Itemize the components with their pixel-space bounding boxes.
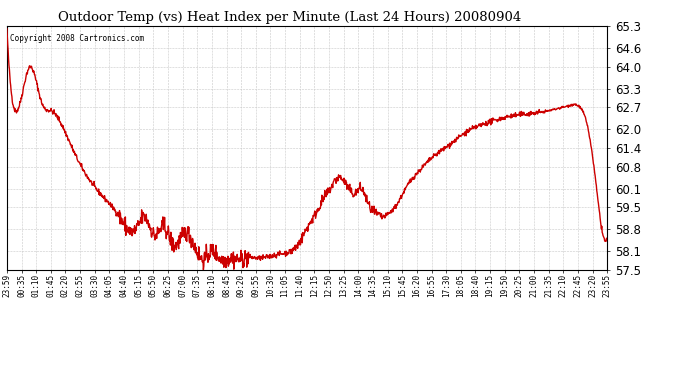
Text: Outdoor Temp (vs) Heat Index per Minute (Last 24 Hours) 20080904: Outdoor Temp (vs) Heat Index per Minute … [58, 11, 522, 24]
Text: Copyright 2008 Cartronics.com: Copyright 2008 Cartronics.com [10, 34, 144, 43]
